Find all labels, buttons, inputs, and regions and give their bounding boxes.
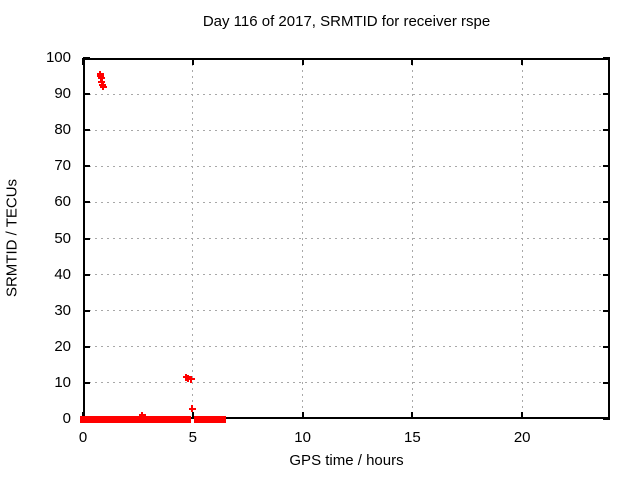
y-gridline [83, 310, 610, 312]
y-tick-right [603, 237, 610, 240]
y-tick-left [83, 93, 90, 96]
y-tick-label: 70 [54, 157, 71, 175]
y-gridline [83, 274, 610, 276]
y-tick-left [83, 309, 90, 312]
y-gridline [83, 165, 610, 167]
x-tick-top [191, 58, 194, 65]
y-tick-label: 80 [54, 121, 71, 139]
y-tick-left [83, 201, 90, 204]
y-tick-label: 30 [54, 301, 71, 319]
y-tick-right [603, 129, 610, 132]
chart-title: Day 116 of 2017, SRMTID for receiver rsp… [202, 13, 491, 30]
x-tick-bottom [191, 412, 194, 419]
y-tick-label: 10 [54, 373, 71, 391]
y-tick-left [83, 129, 90, 132]
y-tick-right [603, 57, 610, 59]
x-gridline [192, 58, 194, 419]
y-tick-right [603, 418, 610, 420]
x-tick-top [82, 58, 84, 65]
y-tick-label: 50 [54, 229, 71, 247]
y-gridline [83, 93, 610, 95]
x-axis-title: GPS time / hours [289, 452, 404, 469]
x-tick-label: 20 [513, 429, 531, 446]
x-tick-top [521, 58, 524, 65]
x-gridline [302, 58, 304, 419]
x-tick-label: 15 [404, 429, 421, 446]
y-gridline [83, 238, 610, 239]
y-tick-right [603, 273, 610, 276]
y-tick-left [83, 381, 90, 384]
y-tick-right [603, 201, 610, 204]
y-tick-left [83, 345, 90, 348]
y-gridline [83, 201, 610, 203]
y-gridline [83, 346, 610, 348]
y-tick-label: 100 [45, 49, 71, 66]
y-gridline [83, 382, 610, 384]
data-point-marker [182, 373, 190, 381]
x-gridline [411, 58, 413, 419]
data-zero-band [80, 415, 105, 423]
data-point-marker [187, 375, 195, 383]
data-point-marker [99, 83, 107, 91]
y-tick-left [83, 57, 90, 59]
y-tick-label: 90 [54, 85, 71, 103]
y-tick-right [603, 381, 610, 384]
y-tick-right [603, 165, 610, 168]
y-tick-right [603, 93, 610, 96]
y-tick-label: 60 [54, 193, 71, 211]
x-tick-label: 5 [188, 429, 197, 446]
x-tick-bottom [301, 412, 304, 419]
data-point-marker [97, 74, 105, 82]
x-tick-bottom [521, 412, 524, 419]
data-point-marker [138, 411, 146, 419]
y-gridline [83, 129, 610, 131]
x-tick-label: 0 [78, 429, 88, 446]
y-tick-label: 40 [54, 265, 71, 283]
y-tick-right [603, 309, 610, 312]
x-tick-bottom [411, 412, 414, 419]
y-tick-left [83, 237, 90, 240]
y-tick-label: 20 [54, 337, 71, 355]
y-tick-left [83, 165, 90, 168]
x-tick-top [301, 58, 304, 65]
x-tick-top [411, 58, 414, 65]
x-gridline [521, 58, 523, 419]
data-zero-band [193, 415, 227, 423]
data-point-marker [188, 405, 196, 413]
y-tick-left [83, 273, 90, 276]
y-tick-label: 0 [62, 410, 71, 427]
y-tick-right [603, 345, 610, 348]
x-tick-label: 10 [294, 429, 311, 446]
data-zero-band [103, 415, 191, 423]
